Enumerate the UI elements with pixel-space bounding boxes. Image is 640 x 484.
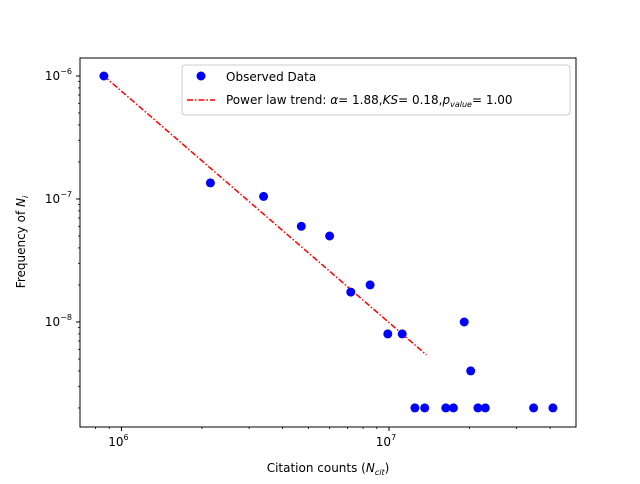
x-axis-label-close: ): [385, 461, 390, 475]
data-point: [480, 403, 490, 413]
legend-label-trend: Power law trend: α= 1.88,KS= 0.18,pvalue…: [226, 93, 513, 109]
legend-p-value: = 1.00: [472, 93, 513, 107]
y-axis-label-symbol: N: [14, 198, 28, 207]
data-point: [548, 403, 558, 413]
data-point: [346, 287, 356, 297]
data-point: [383, 329, 393, 339]
x-tick-label: 107: [376, 433, 396, 449]
x-axis-label-subscript: cit: [375, 468, 386, 477]
y-tick-label: 10−7: [45, 190, 72, 206]
legend-ks-value: = 0.18,: [398, 93, 442, 107]
legend-trend-prefix: Power law trend:: [226, 93, 330, 107]
y-axis-label-subscript: i: [21, 195, 30, 198]
data-point: [99, 71, 109, 81]
y-tick-label: 10−6: [45, 67, 72, 83]
x-tick-label: 106: [108, 433, 128, 449]
data-point: [529, 403, 539, 413]
axis-ticks: 106 107 10−8 10−7 10−6: [45, 67, 551, 449]
data-point: [325, 231, 335, 241]
legend-box: [181, 64, 571, 116]
legend-marker-observed: [196, 71, 206, 81]
legend-p-symbol: p: [441, 93, 450, 107]
legend-alpha-value: = 1.88,: [338, 93, 382, 107]
data-point: [459, 317, 469, 327]
legend-label-observed: Observed Data: [226, 70, 316, 84]
data-point: [466, 366, 476, 376]
data-point: [448, 403, 458, 413]
x-axis-label: Citation counts (Ncit): [267, 461, 390, 477]
data-point: [365, 280, 375, 290]
legend-p-subscript: value: [450, 100, 472, 109]
y-axis-label: Frequency of Ni: [14, 195, 30, 288]
data-point: [420, 403, 430, 413]
trend-line: [103, 75, 427, 356]
data-point: [441, 403, 451, 413]
data-point: [205, 178, 215, 188]
x-axis-label-symbol: N: [366, 461, 375, 475]
data-point: [259, 191, 269, 201]
data-point: [397, 329, 407, 339]
y-tick-label: 10−8: [45, 313, 72, 329]
data-point: [296, 221, 306, 231]
trend-line-group: [103, 75, 427, 356]
x-axis-label-main: Citation counts (: [267, 461, 366, 475]
legend: Observed Data Power law trend: α= 1.88,K…: [181, 64, 571, 116]
data-point: [473, 403, 483, 413]
legend-ks-symbol: KS: [383, 93, 399, 107]
legend-alpha-symbol: α: [330, 93, 338, 107]
data-points-group: [99, 71, 558, 413]
y-axis-label-main: Frequency of: [14, 207, 28, 288]
data-point: [410, 403, 420, 413]
plot-area: [79, 57, 577, 428]
